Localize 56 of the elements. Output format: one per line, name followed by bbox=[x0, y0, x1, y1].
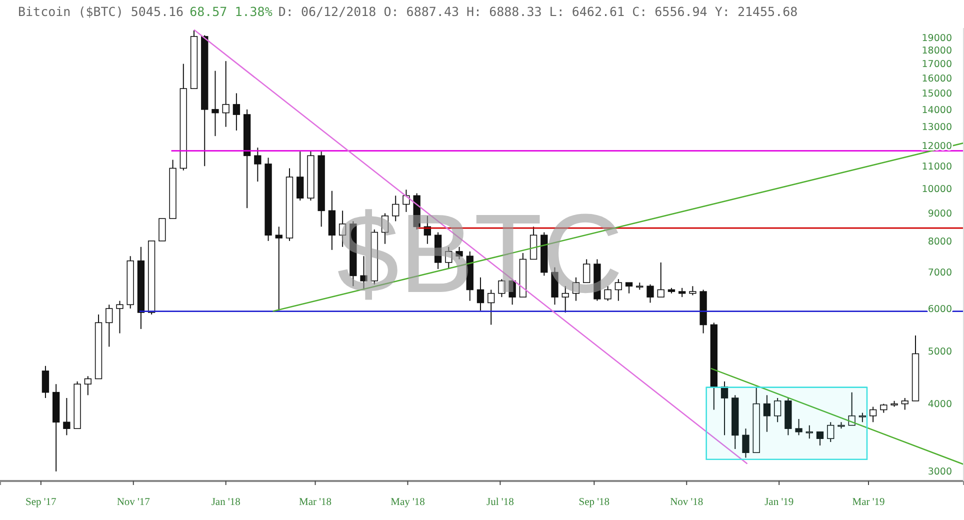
candlestick bbox=[212, 70, 219, 137]
x-tick-label: Sep '17 bbox=[26, 496, 56, 508]
y-tick-label: 4000 bbox=[928, 399, 952, 410]
y-tick-label: 3000 bbox=[928, 466, 952, 478]
text: D: 06/12/2018 O: 6887.43 H: 6888.33 L: 6462.61 C: 6556.94 Y: 21455.68 bbox=[278, 4, 798, 19]
candlestick bbox=[806, 424, 813, 440]
y-tick-label: 16000 bbox=[922, 73, 952, 84]
y-tick-label: 5000 bbox=[928, 346, 952, 358]
candlestick bbox=[84, 376, 92, 396]
y-tick-label: 11000 bbox=[922, 161, 952, 172]
candlestick bbox=[106, 304, 113, 348]
candlestick bbox=[901, 398, 908, 410]
y-tick-label: 13000 bbox=[922, 122, 952, 134]
candlestick bbox=[774, 398, 782, 423]
candlestick bbox=[116, 300, 124, 334]
y-tick-label: 15000 bbox=[922, 88, 952, 100]
candlestick bbox=[232, 92, 240, 132]
candlestick bbox=[63, 398, 70, 436]
y-tick-label: 17000 bbox=[922, 59, 952, 70]
x-tick-label: Jan '18 bbox=[211, 496, 240, 508]
candlestick bbox=[158, 218, 166, 242]
candlestick bbox=[42, 365, 50, 399]
candlestick bbox=[763, 394, 771, 432]
candlestick bbox=[222, 60, 230, 128]
y-tick-label: 18000 bbox=[922, 46, 952, 57]
y-tick-label: 14000 bbox=[922, 104, 952, 116]
x-tick-label: Nov '17 bbox=[116, 496, 150, 508]
x-tick-label: May '18 bbox=[390, 496, 425, 508]
y-tick-label: 10000 bbox=[922, 184, 952, 195]
y-tick-label: 9000 bbox=[928, 208, 952, 220]
candlestick bbox=[678, 287, 686, 298]
candlestick bbox=[742, 428, 750, 458]
candlestick bbox=[858, 412, 866, 423]
x-tick-label: Mar '18 bbox=[299, 496, 332, 508]
x-tick-label: Jan '19 bbox=[764, 496, 794, 508]
x-tick-label: Mar '19 bbox=[852, 496, 885, 508]
candlestick bbox=[646, 284, 654, 304]
x-tick-label: Jul '18 bbox=[486, 496, 514, 508]
y-tick-label: 8000 bbox=[928, 236, 952, 248]
chart-subtitle: 68.57 1.38% bbox=[190, 4, 273, 19]
candlestick bbox=[625, 282, 633, 294]
candlestick bbox=[827, 422, 834, 442]
y-tick-label: 7000 bbox=[928, 268, 952, 279]
x-tick-label: Nov '18 bbox=[670, 496, 704, 508]
candlestick bbox=[657, 262, 664, 298]
candlestick bbox=[275, 226, 282, 312]
candlestick bbox=[254, 147, 262, 182]
candlestick bbox=[689, 286, 696, 296]
chart-title: Bitcoin ($BTC) 5045.16 bbox=[18, 4, 184, 19]
x-tick-label: Sep '18 bbox=[578, 496, 610, 508]
candlestick bbox=[795, 418, 802, 436]
y-tick-label: 12000 bbox=[922, 140, 952, 152]
candlestick bbox=[816, 431, 824, 446]
candlestick bbox=[869, 406, 877, 423]
y-tick-label: 19000 bbox=[922, 33, 952, 44]
candlestick bbox=[296, 151, 304, 202]
